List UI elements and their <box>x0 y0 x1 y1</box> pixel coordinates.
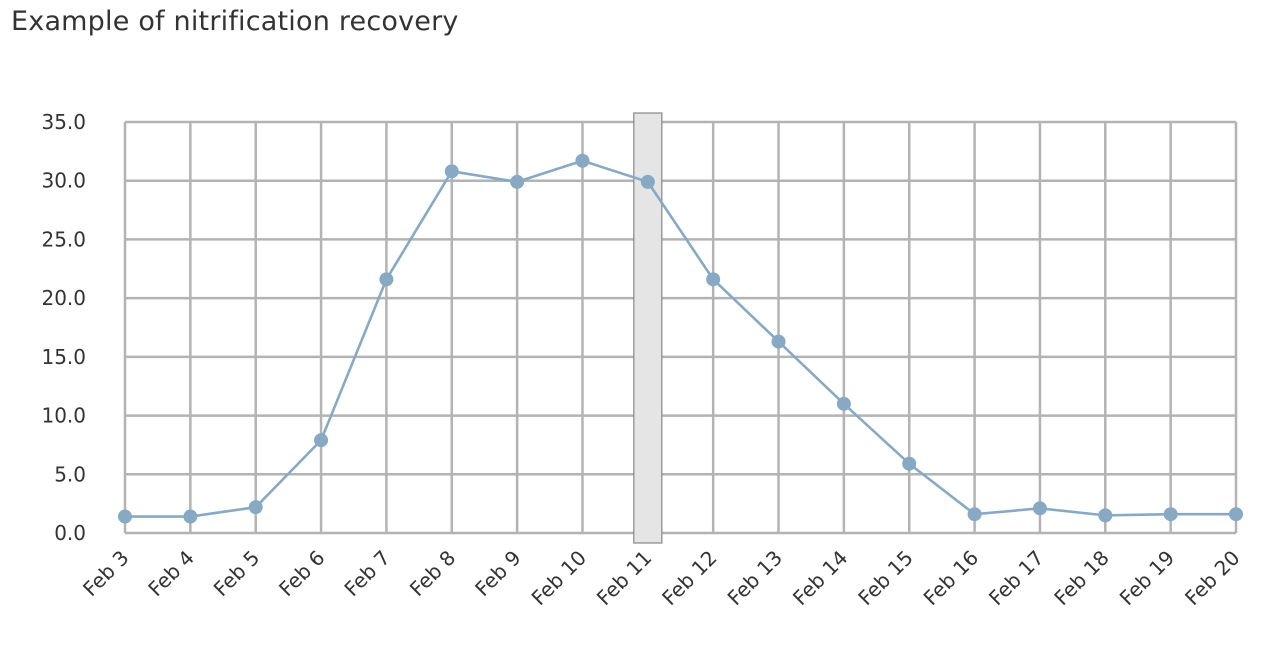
x-tick-label: Feb 10 <box>527 546 592 611</box>
data-point <box>1163 507 1178 522</box>
y-axis: 0.0 5.0 10.0 15.0 20.0 25.0 30.0 35.0 <box>41 110 86 545</box>
y-tick-label: 10.0 <box>41 404 86 428</box>
x-tick-label: Feb 8 <box>405 546 461 602</box>
data-point <box>967 507 982 522</box>
data-point <box>444 164 459 179</box>
x-tick-label: Feb 16 <box>919 546 984 611</box>
x-tick-label: Feb 15 <box>853 546 918 611</box>
data-point <box>314 433 329 448</box>
x-tick-label: Feb 9 <box>470 546 526 602</box>
data-point <box>1098 508 1113 523</box>
y-tick-label: 35.0 <box>41 110 86 134</box>
data-point <box>183 509 198 524</box>
data-point <box>706 272 721 287</box>
x-tick-label: Feb 3 <box>78 546 134 602</box>
x-tick-label: Feb 11 <box>592 546 657 611</box>
data-point <box>118 509 132 524</box>
data-point <box>379 272 394 287</box>
x-axis: Feb 3 Feb 4 Feb 5 Feb 6 Feb 7 Feb 8 Feb 9 Feb 1… <box>78 546 1245 611</box>
data-point <box>836 396 851 411</box>
x-tick-label: Feb 7 <box>339 546 395 602</box>
x-tick-label: Feb 13 <box>723 546 788 611</box>
x-tick-label: Feb 5 <box>209 546 265 602</box>
x-tick-label: Feb 17 <box>984 546 1049 611</box>
data-point <box>640 174 655 189</box>
y-tick-label: 25.0 <box>41 227 86 251</box>
y-tick-label: 20.0 <box>41 286 86 310</box>
data-point <box>248 500 263 515</box>
y-tick-label: 5.0 <box>54 462 86 486</box>
data-point <box>510 174 525 189</box>
series-line <box>125 159 1236 518</box>
x-tick-label: Feb 19 <box>1115 546 1180 611</box>
x-tick-label: Feb 14 <box>788 546 853 611</box>
y-tick-label: 15.0 <box>41 345 86 369</box>
grid <box>123 120 1238 535</box>
data-point <box>575 153 590 168</box>
x-tick-label: Feb 12 <box>657 546 722 611</box>
data-point <box>1229 507 1243 522</box>
data-point <box>771 334 786 349</box>
data-point <box>902 456 917 471</box>
x-tick-label: Feb 18 <box>1049 546 1114 611</box>
x-tick-label: Feb 20 <box>1180 546 1245 611</box>
y-tick-label: 0.0 <box>54 521 86 545</box>
series-layer <box>118 153 1243 524</box>
y-tick-label: 30.0 <box>41 169 86 193</box>
x-tick-label: Feb 6 <box>274 546 330 602</box>
data-point <box>1032 501 1047 516</box>
x-tick-label: Feb 4 <box>143 546 199 602</box>
chart-title: Example of nitrification recovery <box>11 6 459 37</box>
